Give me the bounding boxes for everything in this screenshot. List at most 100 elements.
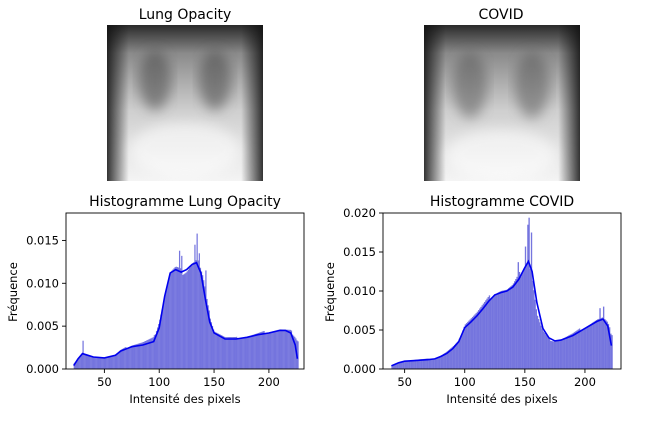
histogram-bar bbox=[135, 344, 137, 369]
histogram-bar bbox=[422, 358, 425, 369]
histogram-bar bbox=[432, 358, 434, 369]
histogram-bar bbox=[230, 337, 232, 369]
y-axis-label: Fréquence bbox=[6, 262, 20, 322]
histogram-bar bbox=[534, 299, 536, 369]
histogram-bar bbox=[163, 299, 165, 369]
histogram-bar bbox=[506, 289, 509, 369]
histogram-bar bbox=[185, 272, 187, 369]
histogram-bar bbox=[169, 274, 171, 369]
histogram-bar bbox=[606, 321, 608, 369]
histogram-bar bbox=[220, 335, 222, 369]
histogram-bar bbox=[117, 352, 119, 369]
histogram-bar bbox=[283, 329, 285, 369]
histogram-bar bbox=[250, 335, 252, 369]
histogram-bar bbox=[523, 267, 525, 369]
histogram-bars bbox=[73, 233, 299, 369]
histogram-bar bbox=[197, 260, 199, 369]
histogram-bar bbox=[202, 275, 204, 369]
histogram-bar bbox=[405, 361, 408, 369]
histogram-bar bbox=[540, 325, 542, 369]
histogram-bar bbox=[431, 358, 433, 369]
histogram-bar bbox=[284, 329, 286, 369]
histogram-bar bbox=[186, 271, 188, 369]
histogram-bar bbox=[489, 299, 492, 369]
histogram-bar bbox=[228, 337, 230, 369]
histogram-bar bbox=[264, 333, 266, 369]
histogram-bar bbox=[194, 244, 196, 369]
histogram-bar bbox=[278, 329, 281, 369]
histogram-bar bbox=[492, 296, 494, 369]
histogram-bar bbox=[214, 331, 216, 369]
histogram-bars bbox=[391, 217, 613, 369]
histogram-bar bbox=[571, 333, 574, 369]
histogram-bar bbox=[596, 319, 599, 369]
histogram-bar bbox=[397, 363, 399, 369]
xray-image-covid bbox=[424, 25, 580, 181]
histogram-bar bbox=[108, 357, 111, 369]
histogram-bar bbox=[547, 337, 550, 369]
histogram-bar bbox=[595, 320, 598, 369]
histogram-bar bbox=[605, 320, 607, 369]
histogram-bar bbox=[272, 331, 274, 369]
histogram-bar bbox=[477, 310, 480, 369]
histogram-bar bbox=[183, 274, 185, 369]
histogram-bar bbox=[476, 311, 479, 369]
histogram-bar bbox=[598, 318, 600, 369]
histogram-bar bbox=[102, 358, 104, 369]
histogram-bar bbox=[205, 270, 207, 369]
histogram-bar bbox=[203, 280, 205, 369]
histogram-bar bbox=[162, 304, 164, 369]
x-tick-label: 200 bbox=[574, 375, 596, 389]
histogram-bar bbox=[450, 348, 452, 369]
histogram-bar bbox=[134, 344, 136, 369]
histogram-bar bbox=[166, 284, 169, 369]
histogram-bar bbox=[246, 336, 249, 369]
histogram-bar bbox=[396, 364, 398, 369]
histogram-bar bbox=[216, 332, 218, 369]
image-panel-lung-opacity: Lung Opacity bbox=[107, 7, 263, 181]
histogram-bar bbox=[583, 328, 586, 369]
histogram-bar bbox=[286, 329, 288, 369]
histogram-bar bbox=[137, 343, 139, 369]
histogram-bar bbox=[473, 315, 475, 369]
histogram-bar bbox=[263, 331, 265, 369]
histogram-bar bbox=[581, 330, 583, 369]
histogram-bar bbox=[529, 268, 531, 369]
histogram-bar bbox=[97, 356, 100, 369]
histogram-bar bbox=[604, 319, 606, 369]
histogram-bar bbox=[456, 342, 458, 369]
histogram-bar bbox=[184, 273, 186, 369]
histogram-bar bbox=[447, 350, 450, 369]
histogram-bar bbox=[273, 330, 275, 369]
histogram-bar bbox=[576, 330, 578, 369]
histogram-bar bbox=[178, 250, 181, 369]
histogram-bar bbox=[165, 289, 168, 369]
histogram-bar bbox=[577, 329, 580, 369]
x-axis-label: Intensité des pixels bbox=[129, 392, 240, 406]
histogram-bar bbox=[588, 325, 590, 369]
histogram-bar bbox=[403, 361, 405, 369]
histogram-bar bbox=[101, 358, 103, 369]
histogram-bar bbox=[475, 313, 477, 369]
histogram-bar bbox=[468, 320, 470, 369]
histogram-bar bbox=[125, 347, 127, 369]
histogram-bar bbox=[446, 351, 449, 369]
histogram-bar bbox=[550, 340, 552, 369]
histogram-bar bbox=[229, 337, 231, 369]
y-tick-label: 0.015 bbox=[343, 245, 376, 259]
histogram-bar bbox=[234, 336, 237, 369]
histogram-bar bbox=[600, 317, 602, 369]
histogram-bar bbox=[542, 331, 545, 369]
histogram-bar bbox=[170, 271, 172, 369]
histogram-bar bbox=[262, 331, 264, 369]
histogram-bar bbox=[188, 268, 191, 369]
chart-title: Histogramme Lung Opacity bbox=[89, 194, 281, 210]
histogram-bar bbox=[290, 330, 293, 369]
histogram-bar bbox=[414, 359, 416, 369]
histogram-bar bbox=[119, 350, 121, 369]
histogram-bar bbox=[469, 319, 471, 369]
histogram-bar bbox=[171, 270, 173, 369]
histogram-bar bbox=[195, 260, 197, 369]
histogram-bar bbox=[177, 267, 180, 369]
histogram-bar bbox=[510, 286, 512, 369]
